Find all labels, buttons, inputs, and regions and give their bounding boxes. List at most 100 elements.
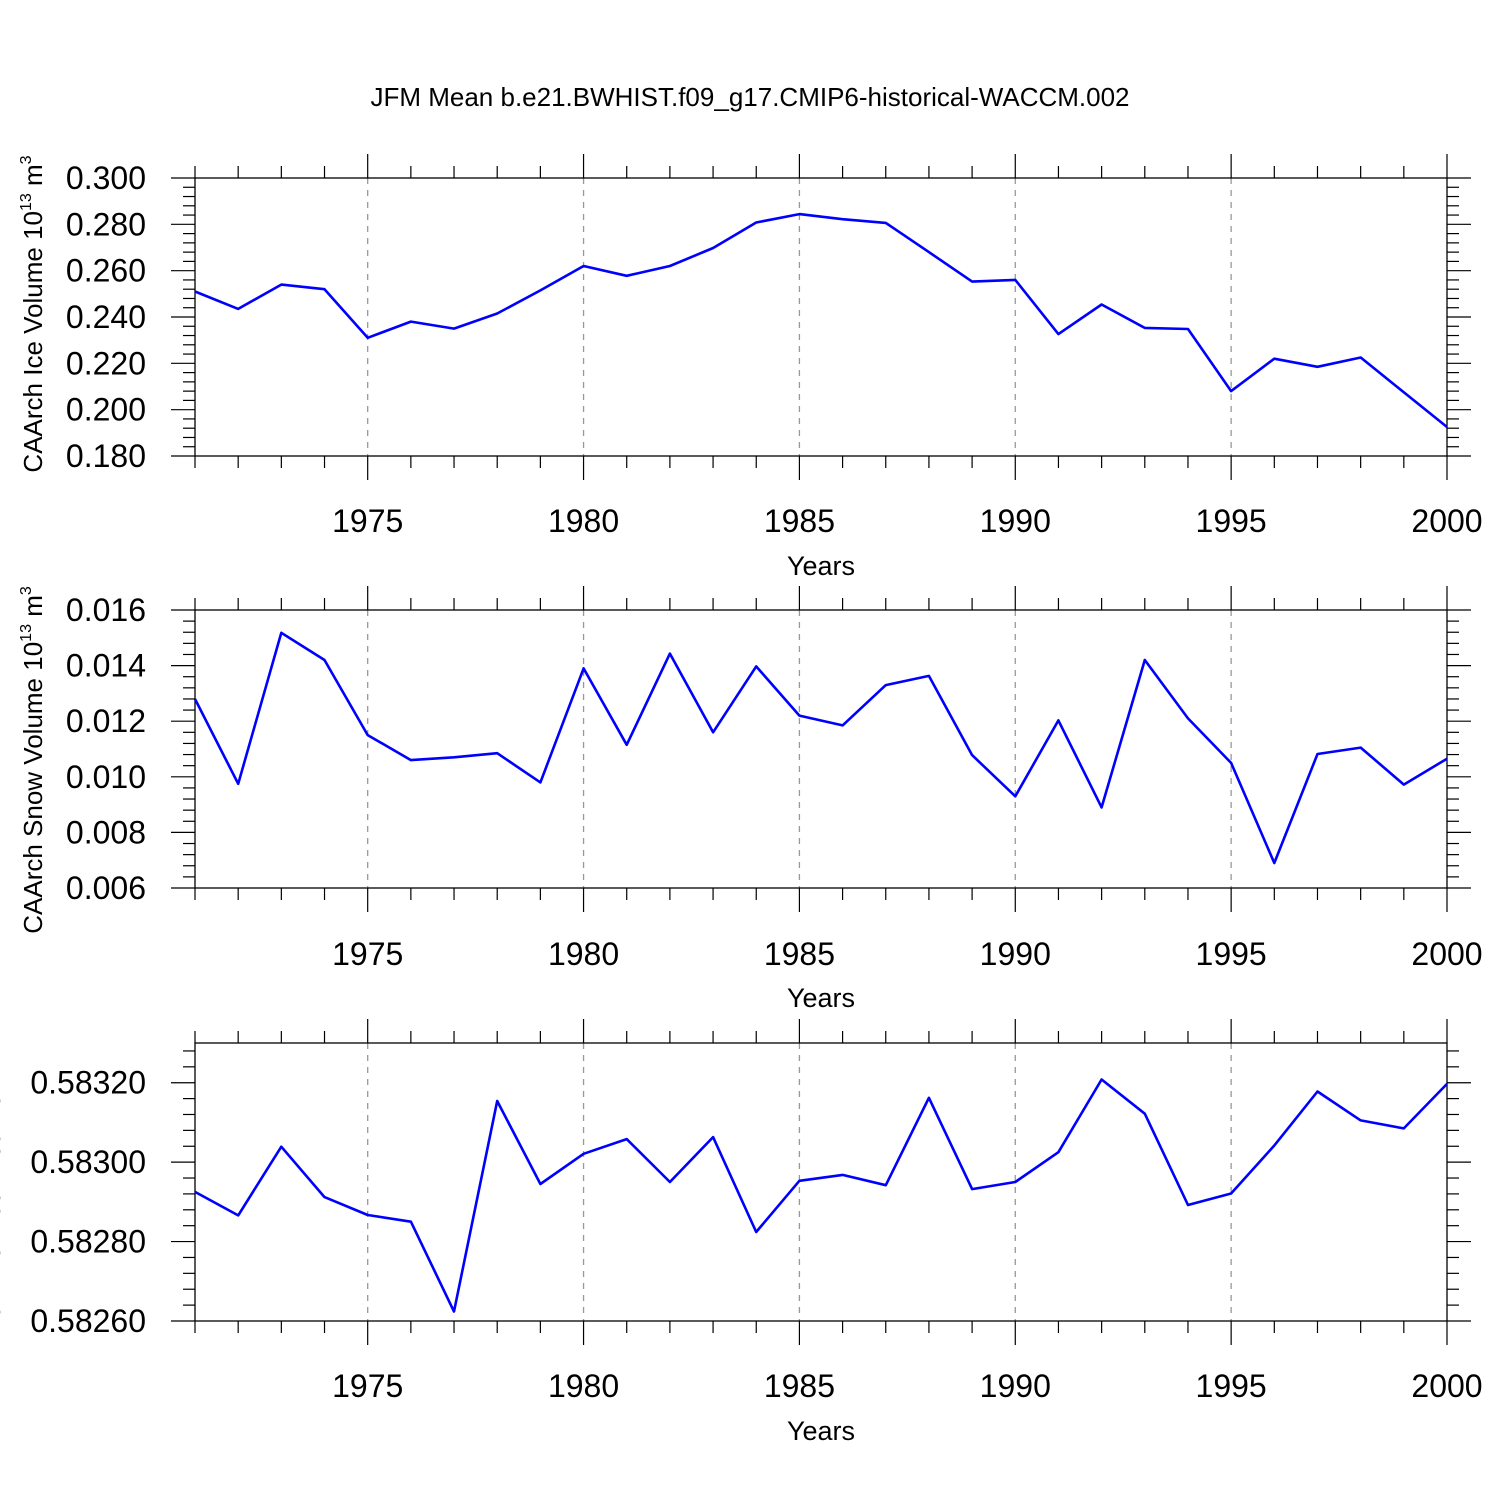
x-tick-label: 1975 (332, 503, 403, 539)
data-point (625, 274, 629, 278)
data-point (1359, 356, 1363, 360)
x-tick-label: 1975 (332, 936, 403, 972)
data-point (495, 1099, 499, 1103)
x-tick-label: 2000 (1411, 936, 1482, 972)
data-point (366, 733, 370, 737)
data-point (1315, 752, 1319, 756)
data-point (582, 1152, 586, 1156)
data-point (1359, 1118, 1363, 1122)
y-tick-label: 0.010 (66, 759, 146, 795)
y-axis-label-name: CAArch Snow Volume 10 (18, 642, 48, 934)
data-point (1229, 389, 1233, 393)
x-tick-label: 1990 (980, 936, 1051, 972)
x-tick-label: 1980 (548, 936, 619, 972)
data-point (279, 1145, 283, 1149)
data-point (323, 1195, 327, 1199)
y-axis-label: CAArch Ice Volume 1013 m3 (18, 155, 48, 472)
y-tick-label: 0.260 (66, 253, 146, 289)
data-point (1100, 302, 1104, 306)
data-point (1056, 332, 1060, 336)
data-point (538, 780, 542, 784)
data-point (582, 264, 586, 268)
data-point (1143, 1112, 1147, 1116)
panel-1: 0.180 0.200 0.220 0.240 0.260 0.280 0.300 1975 1… (18, 154, 1483, 581)
data-point (582, 666, 586, 670)
y-tick-label: 0.180 (66, 438, 146, 474)
y-axis-label-unit: m (0, 1047, 6, 1076)
x-tick-label: 1990 (980, 503, 1051, 539)
series-line (194, 1078, 1448, 1313)
data-point (495, 751, 499, 755)
data-point (754, 220, 758, 224)
data-point (236, 1213, 240, 1217)
data-point (366, 1213, 370, 1217)
data-point (538, 288, 542, 292)
y-tick-label: 0.280 (66, 206, 146, 242)
data-point (754, 664, 758, 668)
data-point (1272, 861, 1276, 865)
data-point (193, 1190, 197, 1194)
data-point (884, 221, 888, 225)
data-point (236, 307, 240, 311)
y-tick-label: 0.58280 (30, 1224, 146, 1260)
data-point (1143, 658, 1147, 662)
y-axis-label-unit: m (18, 595, 48, 624)
data-point (797, 1179, 801, 1183)
y-axis-label-exponent: 13 (18, 624, 35, 642)
panels: 0.180 0.200 0.220 0.240 0.260 0.280 0.300 1975 1… (0, 154, 1483, 1446)
data-point (1013, 794, 1017, 798)
data-point (668, 652, 672, 656)
data-point (970, 753, 974, 757)
data-point (1013, 1180, 1017, 1184)
data-point (841, 217, 845, 221)
y-axis-label-exponent: 13 (18, 193, 35, 211)
data-point (452, 1309, 456, 1313)
data-point (1445, 1082, 1449, 1086)
series-line (194, 212, 1448, 429)
data-point (409, 1220, 413, 1224)
y-tick-label: 0.008 (66, 814, 146, 850)
data-point (323, 658, 327, 662)
data-point (236, 782, 240, 786)
x-tick-label: 1985 (764, 1368, 835, 1404)
y-tick-label: 0.016 (66, 592, 146, 628)
data-point (1402, 1126, 1406, 1130)
data-point (1186, 716, 1190, 720)
data-point (1056, 1150, 1060, 1154)
y-tick-label: 0.006 (66, 870, 146, 906)
x-tick-label: 1985 (764, 936, 835, 972)
data-point (884, 1183, 888, 1187)
data-point (1100, 1078, 1104, 1082)
data-point (366, 336, 370, 340)
data-point (927, 1096, 931, 1100)
data-point (1100, 805, 1104, 809)
data-point (1272, 1143, 1276, 1147)
data-point (927, 674, 931, 678)
x-axis-label: Years (787, 983, 855, 1013)
data-point (1272, 357, 1276, 361)
y-axis-label: CAArch Ice Area 1013 m2 (0, 1038, 6, 1322)
y-axis-label-name: CAArch Ice Area 10 (0, 1094, 6, 1322)
data-point (1315, 1089, 1319, 1093)
data-point (323, 287, 327, 291)
panel-3: 0.58260 0.58280 0.58300 0.58320 1975 1980 1985… (0, 1019, 1483, 1446)
x-tick-label: 1995 (1196, 936, 1267, 972)
data-point (711, 246, 715, 250)
y-tick-label: 0.220 (66, 345, 146, 381)
plot-frame (194, 609, 1448, 889)
data-point (797, 212, 801, 216)
data-point (279, 631, 283, 635)
data-point (1402, 783, 1406, 787)
data-point (668, 264, 672, 268)
x-tick-label: 1975 (332, 1368, 403, 1404)
data-point (279, 283, 283, 287)
data-point (193, 290, 197, 294)
plot-frame (194, 1042, 1448, 1322)
data-point (970, 280, 974, 284)
y-tick-label: 0.58300 (30, 1144, 146, 1180)
y-tick-label: 0.014 (66, 648, 146, 684)
data-point (841, 1173, 845, 1177)
x-axis-label: Years (787, 551, 855, 581)
x-tick-label: 1985 (764, 503, 835, 539)
figure-title: JFM Mean b.e21.BWHIST.f09_g17.CMIP6-hist… (370, 82, 1129, 112)
